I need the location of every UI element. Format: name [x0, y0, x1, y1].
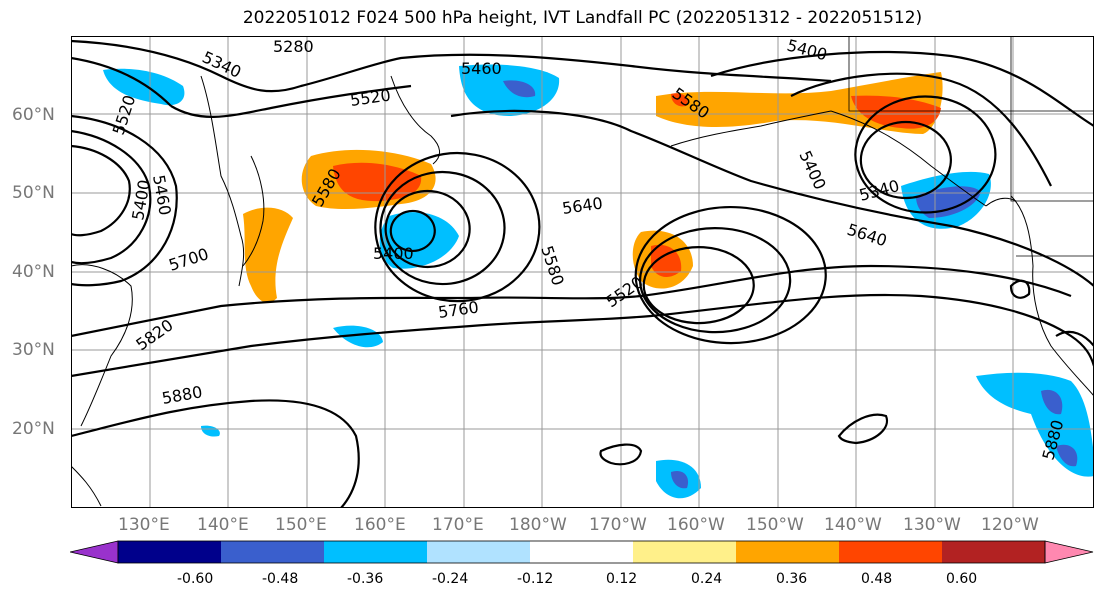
lon-label: 150°W [746, 515, 804, 535]
colorbar-segment [118, 541, 222, 563]
colorbar-tick-label: 0.12 [606, 571, 638, 587]
colorbar-tick-label: -0.12 [517, 571, 554, 587]
map-title: 2022051012 F024 500 hPa height, IVT Land… [242, 8, 923, 28]
colorbar-tick-label: 0.60 [946, 571, 978, 587]
colorbar-segment [221, 541, 325, 563]
lon-label: 160°W [667, 515, 725, 535]
colorbar-frame [117, 540, 1046, 564]
lat-label-40n: 40°N [12, 262, 55, 282]
colorbar-tick-label: -0.24 [432, 571, 469, 587]
height-contour-map: 5340 5280 5460 5520 5520 5400 5460 5580 … [71, 36, 1094, 508]
lat-label-30n: 30°N [12, 340, 55, 360]
colorbar-tick-label: -0.36 [347, 571, 384, 587]
lon-label: 130°W [903, 515, 961, 535]
lon-label: 180°W [509, 515, 567, 535]
borders [848, 36, 1094, 257]
lon-label: 130°E [118, 515, 170, 535]
colorbar-segment [633, 541, 737, 563]
lat-label-50n: 50°N [12, 183, 55, 203]
lon-label: 170°W [589, 515, 647, 535]
colorbar-tick-label: 0.24 [691, 571, 723, 587]
lon-label: 170°E [432, 515, 484, 535]
colorbar-tick-label: -0.60 [177, 571, 214, 587]
colorbar-segment [324, 541, 428, 563]
contour-label: 5280 [273, 37, 314, 56]
lat-label-60n: 60°N [12, 105, 55, 125]
ivt-shading [103, 64, 1094, 499]
colorbar-extend-low [70, 540, 119, 564]
map-panel: 5340 5280 5460 5520 5520 5400 5460 5580 … [71, 36, 1094, 508]
contour-label: 5460 [461, 59, 502, 78]
colorbar-extend-high [1044, 540, 1094, 564]
colorbar-segment [942, 541, 1046, 563]
colorbar-tick-label: 0.36 [776, 571, 808, 587]
lon-label: 160°E [354, 515, 406, 535]
colorbar-segment [427, 541, 531, 563]
lat-label-20n: 20°N [12, 419, 55, 439]
colorbar-tick-label: 0.48 [861, 571, 893, 587]
colorbar-tick-label: -0.48 [262, 571, 299, 587]
map-frame [71, 36, 1094, 508]
contour-label: 5400 [373, 244, 414, 263]
colorbar [70, 540, 1094, 564]
lon-label: 150°E [275, 515, 327, 535]
colorbar-segment [736, 541, 840, 563]
lon-label: 140°W [824, 515, 882, 535]
lon-label: 120°W [981, 515, 1039, 535]
colorbar-segment [839, 541, 943, 563]
colorbar-segment [530, 541, 634, 563]
lon-label: 140°E [197, 515, 249, 535]
height-contours [71, 39, 1094, 508]
